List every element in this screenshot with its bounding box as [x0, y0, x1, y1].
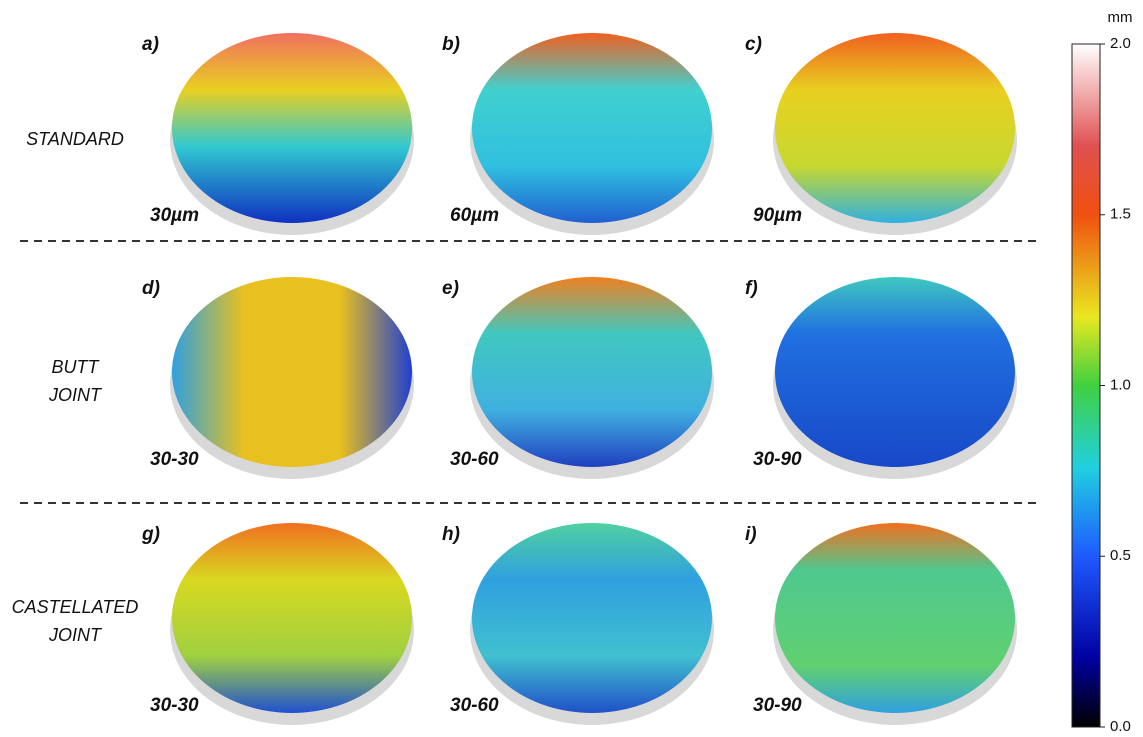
panel-letter: d) [142, 278, 160, 299]
colorbar-unit: mm [1108, 9, 1133, 26]
panel-caption: 90µm [753, 205, 802, 226]
disc-surface [172, 523, 412, 713]
disc-surface [472, 277, 712, 467]
row-label: STANDARD [26, 129, 124, 149]
disc-surface [472, 523, 712, 713]
panel-letter: f) [745, 278, 758, 299]
panel-caption: 30-30 [150, 449, 199, 470]
row-label: CASTELLATED [12, 597, 139, 617]
colorbar [1072, 44, 1100, 727]
panel-letter: i) [745, 524, 757, 545]
panel-caption: 30-30 [150, 695, 199, 716]
row-label: JOINT [48, 385, 103, 405]
row-label: BUTT [52, 357, 101, 377]
figure: mm STANDARD BUTT JOINT CASTELLATED JOINT a) 30… [0, 0, 1143, 737]
colorbar-tick-label: 0.0 [1110, 718, 1131, 735]
disc-surface [172, 277, 412, 467]
panel-caption: 30µm [150, 205, 199, 226]
panel-caption: 30-60 [450, 449, 499, 470]
panel-caption: 30-60 [450, 695, 499, 716]
panel-letter: c) [745, 34, 762, 55]
disc-surface [472, 33, 712, 223]
panel-letter: h) [442, 524, 460, 545]
panel-letter: b) [442, 34, 460, 55]
colorbar-tick-label: 1.0 [1110, 376, 1131, 393]
disc-surface [775, 523, 1015, 713]
row-label: JOINT [48, 625, 103, 645]
panel-letter: a) [142, 34, 159, 55]
colorbar-tick-label: 1.5 [1110, 206, 1131, 223]
panel-letter: e) [442, 278, 459, 299]
panel-letter: g) [141, 524, 160, 545]
panel-caption: 30-90 [753, 695, 802, 716]
disc-surface [775, 277, 1015, 467]
colorbar-tick-label: 2.0 [1110, 35, 1131, 52]
disc-surface [775, 33, 1015, 223]
disc-surface [172, 33, 412, 223]
panel-caption: 30-90 [753, 449, 802, 470]
colorbar-tick-label: 0.5 [1110, 547, 1131, 564]
panel-caption: 60µm [450, 205, 499, 226]
